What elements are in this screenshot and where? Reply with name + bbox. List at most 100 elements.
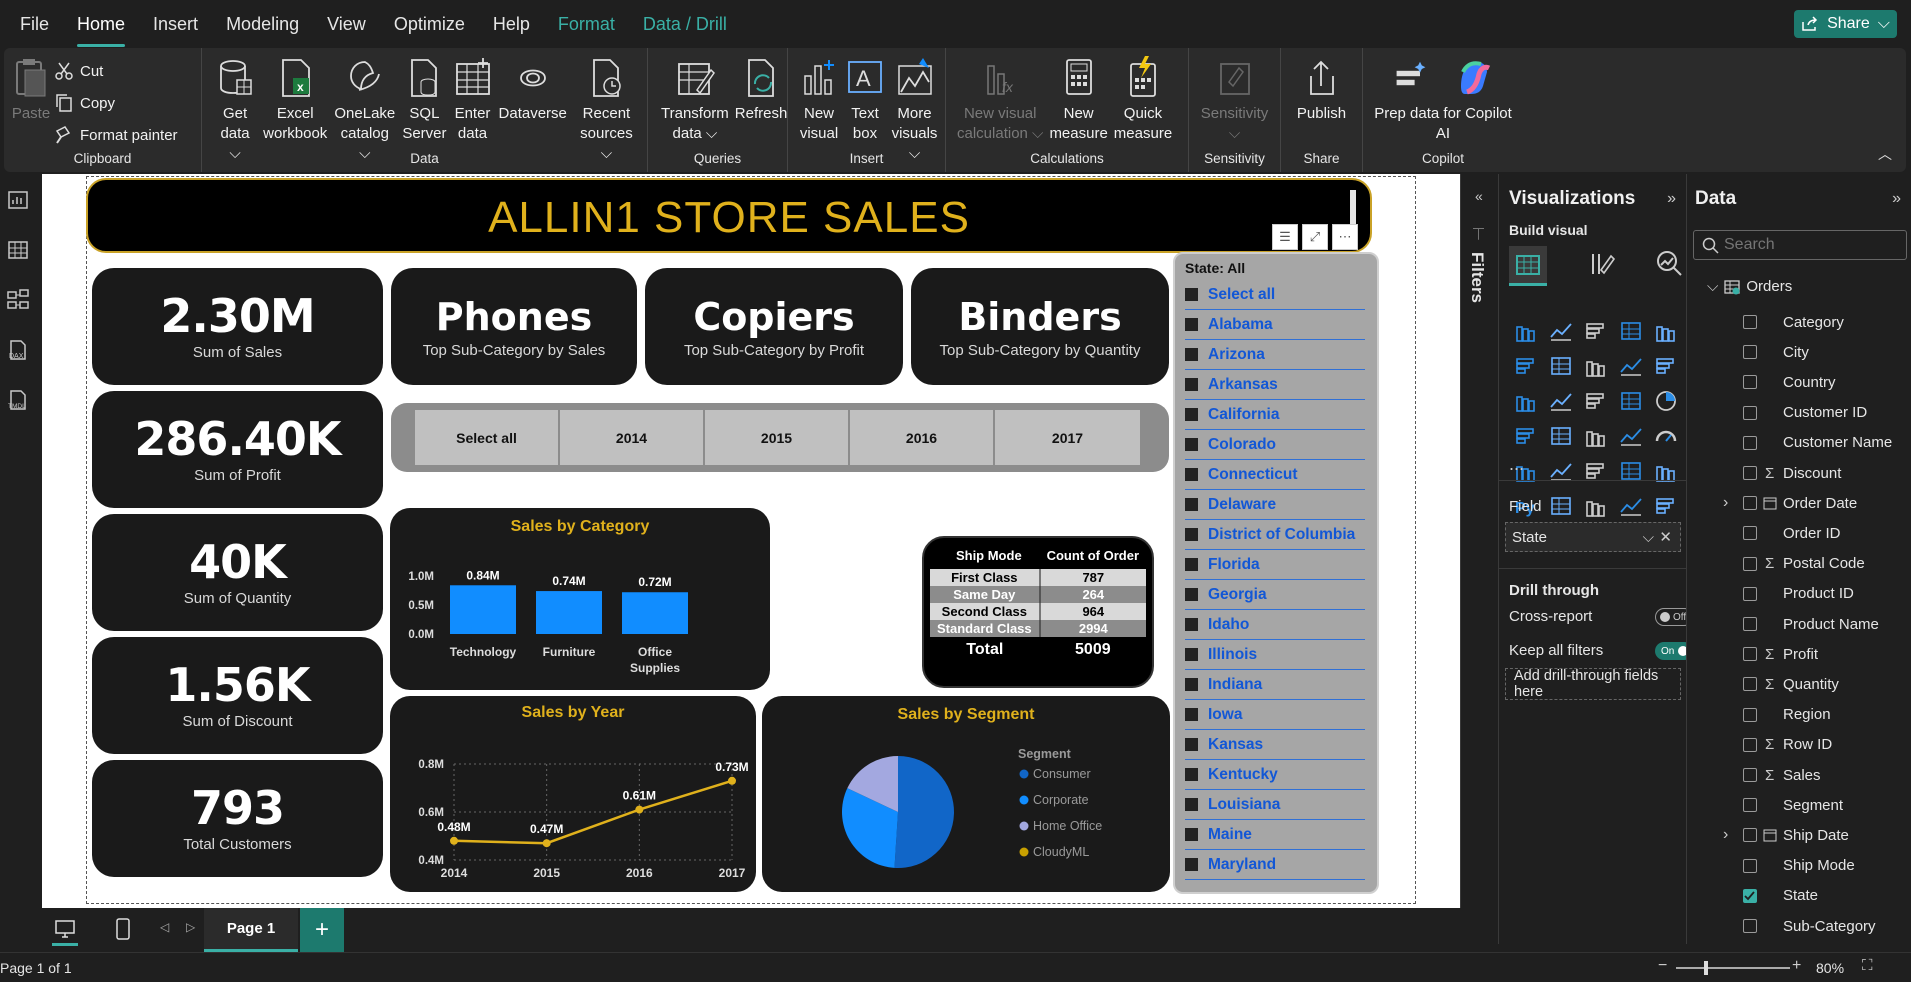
title-scroll-thumb[interactable] (1350, 190, 1356, 224)
table-header-count[interactable]: Count of Order (1046, 548, 1140, 563)
field-checkbox[interactable] (1743, 556, 1757, 571)
data-field-item[interactable]: Product Name (1687, 612, 1907, 636)
report-view-icon[interactable] (6, 188, 30, 212)
recent-sources-button[interactable]: Recent sources ⌵ (570, 52, 643, 172)
pie-visual-icon[interactable] (1651, 386, 1680, 415)
more-visuals-ellipsis[interactable]: ... (1509, 454, 1525, 474)
state-item[interactable]: Colorado (1185, 430, 1365, 460)
field-checkbox[interactable] (1743, 617, 1757, 631)
data-field-item[interactable]: Sub-Category (1687, 914, 1907, 938)
state-item[interactable]: Kansas (1185, 730, 1365, 760)
prep-data-copilot-button[interactable]: Prep data for Copilot AI (1371, 52, 1515, 172)
state-item[interactable]: Illinois (1185, 640, 1365, 670)
data-field-item[interactable]: › Ship Date (1687, 823, 1907, 847)
state-item[interactable]: Arkansas (1185, 370, 1365, 400)
drill-through-drop-zone[interactable]: Add drill-through fields here (1505, 668, 1681, 700)
year-select-all[interactable]: Select all (415, 410, 560, 465)
field-checkbox[interactable] (1743, 345, 1757, 360)
pie-slice[interactable] (842, 788, 898, 868)
qa-visual-icon[interactable] (1616, 491, 1645, 520)
data-field-item[interactable]: Σ Row ID (1687, 733, 1907, 757)
data-field-item[interactable]: Customer ID (1687, 401, 1907, 425)
zoom-slider-thumb[interactable] (1704, 961, 1708, 975)
clustered-column-visual-icon[interactable] (1616, 316, 1645, 345)
kpi-card-profit[interactable]: 286.40K Sum of Profit (92, 391, 383, 508)
field-checkbox[interactable] (1743, 677, 1757, 692)
state-checkbox[interactable] (1185, 738, 1198, 751)
data-field-item[interactable]: Order ID (1687, 521, 1907, 545)
data-field-item[interactable]: Segment (1687, 793, 1907, 817)
data-field-item[interactable]: Σ Discount (1687, 461, 1907, 485)
sales-by-category-chart[interactable]: Sales by Category 0.0M 0.5M 1.0M 0.84M Techn… (390, 508, 770, 690)
state-item[interactable]: Kentucky (1185, 760, 1365, 790)
table-view-icon[interactable] (6, 238, 30, 262)
smart-narrative-visual-icon[interactable] (1651, 491, 1680, 520)
state-checkbox[interactable] (1185, 798, 1198, 811)
state-item[interactable]: Alabama (1185, 310, 1365, 340)
state-item[interactable]: Georgia (1185, 580, 1365, 610)
data-field-item[interactable]: Product ID (1687, 582, 1907, 606)
kpi-card-sales[interactable]: 2.30M Sum of Sales (92, 268, 383, 385)
sql-server-button[interactable]: SQL Server (399, 52, 449, 172)
excel-workbook-button[interactable]: x Excel workbook (260, 52, 330, 172)
year-2017[interactable]: 2017 (995, 410, 1140, 465)
onelake-catalog-button[interactable]: OneLake catalog ⌵ (330, 52, 399, 172)
stacked-bar-visual-icon[interactable] (1511, 316, 1540, 345)
legend-entry[interactable]: Corporate (1033, 793, 1089, 807)
field-checkbox[interactable] (1743, 858, 1757, 873)
data-field-item[interactable]: › Order Date (1687, 491, 1907, 515)
get-data-button[interactable]: Get data ⌵ (210, 52, 260, 172)
state-checkbox[interactable] (1185, 408, 1198, 421)
gauge-visual-icon[interactable] (1651, 421, 1680, 450)
state-item[interactable]: Delaware (1185, 490, 1365, 520)
state-checkbox[interactable] (1185, 348, 1198, 361)
field-checkbox[interactable] (1743, 768, 1757, 782)
field-checkbox[interactable] (1743, 526, 1757, 541)
data-field-item[interactable]: City (1687, 340, 1907, 364)
field-checkbox[interactable] (1743, 375, 1757, 390)
more-visuals-button[interactable]: More visuals ⌵ (888, 52, 941, 172)
search-input[interactable] (1724, 236, 1894, 254)
100-area-visual-icon[interactable] (1616, 351, 1645, 380)
filters-pane-collapsed[interactable]: « ⏉ Filters (1460, 174, 1498, 908)
subcat-card-quantity[interactable]: Binders Top Sub-Category by Quantity (911, 268, 1169, 385)
format-visual-tab-icon[interactable] (1587, 250, 1616, 283)
data-field-item[interactable]: Σ Quantity (1687, 672, 1907, 696)
field-checkbox[interactable] (1743, 888, 1757, 903)
sensitivity-button[interactable]: Sensitivity ⌵ (1198, 52, 1272, 172)
field-checkbox[interactable] (1743, 466, 1757, 480)
map-visual-icon[interactable] (1546, 421, 1575, 450)
data-field-item[interactable]: State (1687, 884, 1907, 908)
dataverse-button[interactable]: Dataverse (496, 52, 570, 172)
tmdl-view-icon[interactable]: TMDL (6, 388, 30, 412)
expand-chevron-right-icon[interactable]: › (1723, 494, 1729, 512)
key-influencers-visual-icon[interactable] (1581, 491, 1610, 520)
format-painter-button[interactable]: Format painter (54, 122, 178, 148)
state-checkbox[interactable] (1185, 378, 1198, 391)
more-options-icon[interactable]: ⋯ (1332, 224, 1358, 250)
state-checkbox[interactable] (1185, 648, 1198, 661)
line-column-visual-icon[interactable] (1651, 351, 1680, 380)
desktop-layout-icon[interactable] (52, 914, 78, 946)
zoom-in-icon[interactable]: + (1792, 957, 1802, 974)
state-checkbox[interactable] (1185, 768, 1198, 781)
menu-optimize[interactable]: Optimize (393, 13, 465, 34)
state-item[interactable]: Maine (1185, 820, 1365, 850)
refresh-button[interactable]: Refresh (732, 52, 791, 172)
ship-mode-table[interactable]: Ship Mode Count of Order First Class 787 … (922, 536, 1154, 688)
year-2014[interactable]: 2014 (560, 410, 705, 465)
field-checkbox[interactable] (1743, 737, 1757, 752)
field-checkbox[interactable] (1743, 586, 1757, 601)
state-checkbox[interactable] (1185, 858, 1198, 871)
state-item[interactable]: Indiana (1185, 670, 1365, 700)
build-visual-tab-icon[interactable] (1509, 246, 1547, 286)
new-measure-button[interactable]: New measure (1046, 52, 1110, 172)
keep-all-filters-toggle[interactable]: On (1655, 642, 1693, 660)
kpi-card-discount[interactable]: 1.56K Sum of Discount (92, 637, 383, 754)
analytics-tab-icon[interactable] (1655, 249, 1685, 284)
ribbon-visual-icon[interactable] (1511, 386, 1540, 415)
bar[interactable] (536, 591, 602, 634)
report-title-banner[interactable]: ALLIN1 STORE SALES (86, 178, 1372, 253)
data-field-item[interactable]: Country (1687, 370, 1907, 394)
previous-page-icon[interactable]: ◁ (160, 920, 170, 934)
